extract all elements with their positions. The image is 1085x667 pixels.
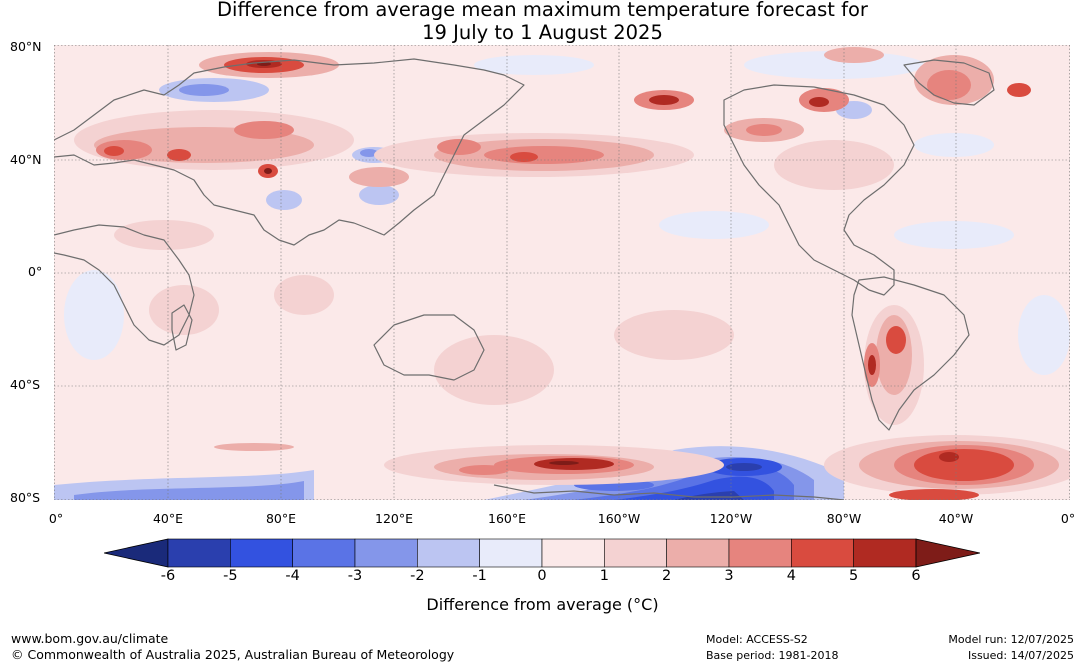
footer-model-run: Model run: 12/07/2025 <box>948 633 1074 646</box>
colorbar-tick-label: 0 <box>537 568 547 584</box>
colorbar-tick-label: 2 <box>662 568 672 584</box>
colorbar-bin <box>853 538 917 568</box>
lon-label-0: 0° <box>48 511 64 526</box>
colorbar-bin <box>417 538 480 568</box>
warm-anomaly-regions <box>74 47 1070 500</box>
lon-label-120e: 120°E <box>374 511 414 526</box>
temperature-anomaly-map <box>54 45 1070 500</box>
colorbar-bin <box>666 538 730 568</box>
colorbar-bin <box>292 538 356 568</box>
colorbar-tick-label: -6 <box>160 568 176 584</box>
colorbar-tick-label: 5 <box>849 568 859 584</box>
lon-label-80w: 80°W <box>826 511 862 526</box>
title-line-2: 19 July to 1 August 2025 <box>422 21 663 44</box>
lat-label-0: 0° <box>28 264 43 279</box>
colorbar-extend-high <box>915 538 980 568</box>
colorbar-title: Difference from average (°C) <box>426 595 659 614</box>
map-title: Difference from average mean maximum tem… <box>0 0 1085 44</box>
lat-label-80n: 80°N <box>10 39 42 54</box>
colorbar-tick-label: -2 <box>410 568 425 584</box>
colorbar-bin <box>728 538 792 568</box>
footer-base-period: Base period: 1981-2018 <box>706 649 839 662</box>
lat-label-80s: 80°S <box>10 490 41 505</box>
colorbar-extend-low <box>104 538 169 568</box>
colorbar-bin <box>479 538 543 568</box>
footer-issued: Issued: 14/07/2025 <box>967 649 1074 662</box>
title-line-1: Difference from average mean maximum tem… <box>217 0 868 21</box>
colorbar-tick-label: 3 <box>724 568 734 584</box>
colorbar-bin <box>354 538 418 568</box>
colorbar-bin <box>230 538 293 568</box>
lat-label-40s: 40°S <box>10 377 41 392</box>
footer-copyright: © Commonwealth of Australia 2025, Austra… <box>11 647 455 662</box>
colorbar-bin <box>541 538 605 568</box>
colorbar-bin <box>167 538 231 568</box>
colorbar-tick-label: -4 <box>285 568 300 584</box>
colorbar-tick-label: 1 <box>599 568 609 584</box>
colorbar-bin <box>791 538 854 568</box>
graticule <box>54 45 1070 500</box>
colorbar-tick-label: -1 <box>472 568 487 584</box>
lon-label-160w: 160°W <box>597 511 641 526</box>
lon-label-40e: 40°E <box>152 511 184 526</box>
lon-label-0-east: 0° <box>1060 511 1076 526</box>
lon-label-120w: 120°W <box>709 511 753 526</box>
lon-label-80e: 80°E <box>265 511 297 526</box>
coastlines <box>54 58 995 500</box>
colorbar-bin <box>604 538 667 568</box>
colorbar-tick-label: -3 <box>347 568 363 584</box>
footer-model: Model: ACCESS-S2 <box>706 633 808 646</box>
colorbar-tick-label: 6 <box>911 568 921 584</box>
lon-label-160e: 160°E <box>487 511 527 526</box>
footer-url: www.bom.gov.au/climate <box>11 631 169 646</box>
colorbar-tick-label: 4 <box>786 568 796 584</box>
lon-label-40w: 40°W <box>938 511 974 526</box>
colorbar <box>104 538 980 568</box>
lat-label-40n: 40°N <box>10 152 42 167</box>
colorbar-tick-label: -5 <box>223 568 238 584</box>
